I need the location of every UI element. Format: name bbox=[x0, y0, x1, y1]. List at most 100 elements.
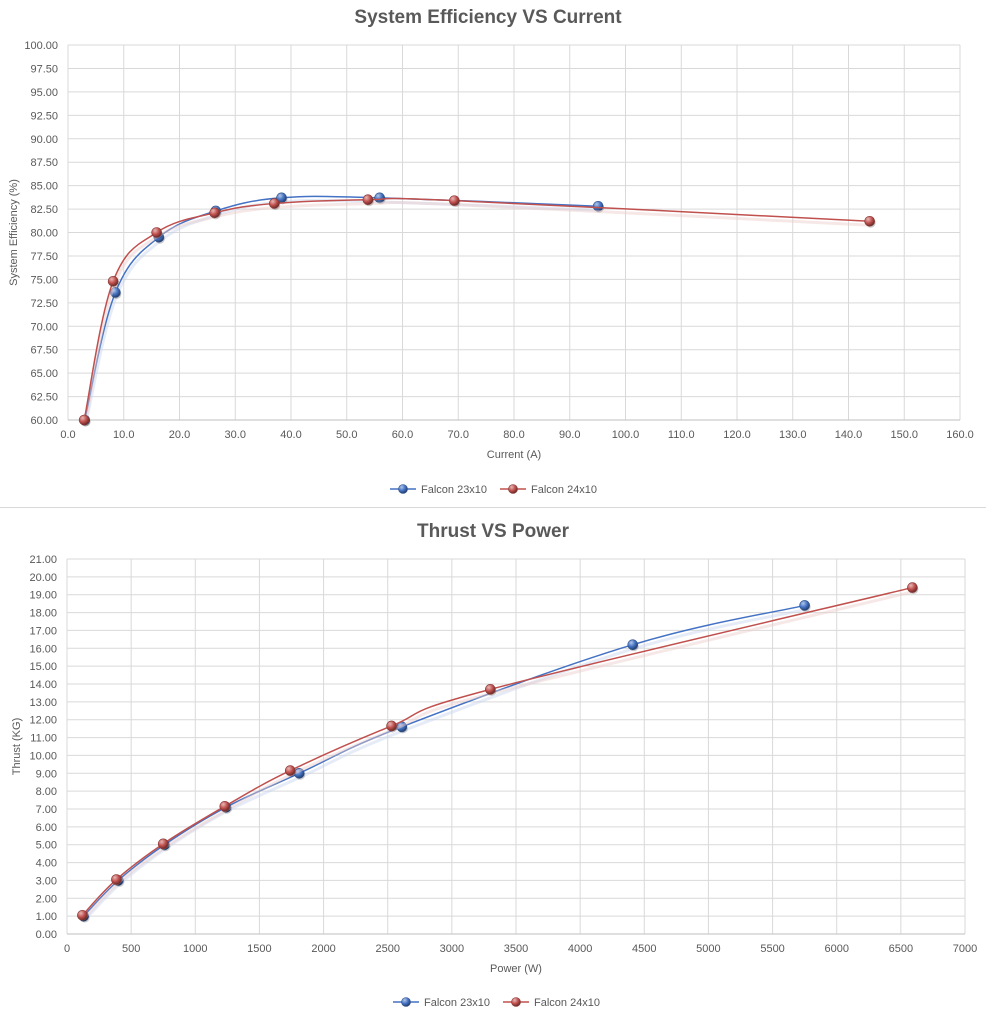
data-point bbox=[362, 194, 374, 205]
y-tick-label: 19.00 bbox=[29, 590, 57, 602]
y-tick-label: 12.00 bbox=[29, 715, 57, 727]
y-tick-label: 72.50 bbox=[30, 298, 58, 310]
series-line-shadow bbox=[83, 200, 871, 425]
series-line-shadow bbox=[82, 590, 914, 921]
y-tick-label: 1.00 bbox=[36, 911, 57, 923]
x-tick-label: 3000 bbox=[440, 943, 464, 955]
x-tick-label: 100.0 bbox=[612, 429, 640, 441]
data-point bbox=[219, 801, 231, 812]
x-tick-label: 50.0 bbox=[336, 429, 357, 441]
x-tick-label: 6000 bbox=[824, 943, 848, 955]
series-line bbox=[83, 604, 805, 917]
y-tick-label: 87.50 bbox=[30, 157, 58, 169]
legend-marker bbox=[398, 484, 408, 494]
data-point bbox=[907, 582, 918, 593]
y-tick-label: 9.00 bbox=[36, 768, 57, 780]
legend-label: Falcon 24x10 bbox=[531, 484, 597, 496]
x-tick-label: 6500 bbox=[889, 943, 913, 955]
y-tick-label: 62.50 bbox=[30, 392, 58, 404]
data-point bbox=[284, 765, 296, 776]
x-tick-label: 130.0 bbox=[779, 429, 807, 441]
x-tick-label: 5000 bbox=[696, 943, 720, 955]
data-point bbox=[107, 275, 119, 287]
x-tick-label: 40.0 bbox=[280, 429, 301, 441]
y-tick-label: 85.00 bbox=[30, 181, 58, 193]
x-tick-label: 2500 bbox=[375, 943, 399, 955]
data-point bbox=[864, 215, 875, 227]
y-tick-label: 65.00 bbox=[30, 368, 58, 380]
efficiency-chart-panel: System Efficiency VS Current 60.00 62.50 65… bbox=[0, 0, 986, 507]
data-point bbox=[627, 639, 639, 651]
legend-label: Falcon 23x10 bbox=[424, 997, 490, 1009]
data-point bbox=[449, 195, 460, 206]
y-tick-label: 8.00 bbox=[36, 786, 57, 798]
x-tick-label: 10.0 bbox=[113, 429, 134, 441]
y-tick-label: 3.00 bbox=[36, 875, 57, 887]
y-tick-label: 18.00 bbox=[29, 608, 57, 620]
x-tick-label: 4500 bbox=[632, 943, 656, 955]
x-tick-label: 7000 bbox=[953, 943, 977, 955]
y-tick-label: 60.00 bbox=[30, 415, 58, 427]
data-point bbox=[374, 192, 385, 204]
data-point bbox=[386, 720, 397, 732]
x-tick-label: 1500 bbox=[247, 943, 271, 955]
x-tick-label: 500 bbox=[122, 943, 140, 955]
x-tick-label: 0.0 bbox=[60, 429, 75, 441]
y-tick-label: 75.00 bbox=[30, 274, 58, 286]
y-axis-label: System Efficiency (%) bbox=[8, 179, 20, 286]
chart-title: Thrust VS Power bbox=[417, 521, 570, 542]
legend-label: Falcon 23x10 bbox=[421, 484, 487, 496]
series-line-shadow bbox=[84, 198, 600, 425]
x-tick-label: 3500 bbox=[504, 943, 528, 955]
chart-title: System Efficiency VS Current bbox=[354, 7, 622, 28]
y-axis-label: Thrust (KG) bbox=[11, 718, 23, 775]
x-axis-label: Power (W) bbox=[490, 963, 542, 975]
x-tick-label: 80.0 bbox=[503, 429, 524, 441]
x-tick-label: 140.0 bbox=[835, 429, 863, 441]
legend: Falcon 23x10 Falcon 24x10 bbox=[390, 484, 597, 496]
legend-marker bbox=[508, 484, 518, 494]
y-tick-label: 10.00 bbox=[29, 750, 57, 762]
y-tick-label: 77.50 bbox=[30, 251, 58, 263]
data-point bbox=[110, 287, 121, 298]
efficiency-chart: System Efficiency VS Current 60.00 62.50 65… bbox=[8, 7, 974, 496]
x-tick-label: 70.0 bbox=[448, 429, 469, 441]
legend-marker bbox=[401, 997, 411, 1007]
y-tick-label: 6.00 bbox=[36, 822, 57, 834]
data-point bbox=[77, 909, 88, 921]
y-tick-label: 0.00 bbox=[36, 929, 57, 941]
y-tick-label: 5.00 bbox=[36, 840, 57, 852]
y-tick-label: 70.00 bbox=[30, 321, 58, 333]
data-point bbox=[592, 200, 604, 212]
series-line bbox=[81, 586, 913, 916]
y-tick-label: 92.50 bbox=[30, 110, 58, 122]
data-point bbox=[799, 600, 810, 611]
y-tick-label: 67.50 bbox=[30, 345, 58, 357]
x-tick-label: 160.0 bbox=[946, 429, 974, 441]
legend: Falcon 23x10 Falcon 24x10 bbox=[393, 997, 600, 1009]
y-tick-label: 100.00 bbox=[24, 40, 58, 52]
x-tick-label: 30.0 bbox=[225, 429, 246, 441]
x-tick-label: 1000 bbox=[183, 943, 207, 955]
thrust-chart: Thrust VS Power 0.00 1.00 2.00 3.00 4.00 5.00 6… bbox=[11, 521, 977, 1009]
series-line-shadow bbox=[83, 607, 806, 922]
x-axis-label: Current (A) bbox=[487, 449, 541, 461]
x-tick-label: 2000 bbox=[311, 943, 335, 955]
x-tick-label: 150.0 bbox=[890, 429, 918, 441]
y-tick-label: 80.00 bbox=[30, 228, 58, 240]
y-tick-label: 11.00 bbox=[30, 733, 57, 745]
chart-divider bbox=[0, 507, 986, 508]
legend-label: Falcon 24x10 bbox=[534, 997, 600, 1009]
y-tick-label: 82.50 bbox=[30, 204, 58, 216]
y-tick-label: 20.00 bbox=[29, 572, 57, 584]
y-tick-label: 97.50 bbox=[30, 63, 58, 75]
x-tick-label: 110.0 bbox=[668, 429, 695, 441]
data-point bbox=[111, 874, 122, 885]
x-tick-label: 20.0 bbox=[169, 429, 190, 441]
x-tick-label: 90.0 bbox=[559, 429, 580, 441]
x-tick-label: 60.0 bbox=[392, 429, 413, 441]
y-tick-label: 2.00 bbox=[36, 893, 57, 905]
y-tick-label: 7.00 bbox=[36, 804, 57, 816]
y-tick-label: 16.00 bbox=[29, 643, 57, 655]
x-tick-label: 5500 bbox=[760, 943, 784, 955]
